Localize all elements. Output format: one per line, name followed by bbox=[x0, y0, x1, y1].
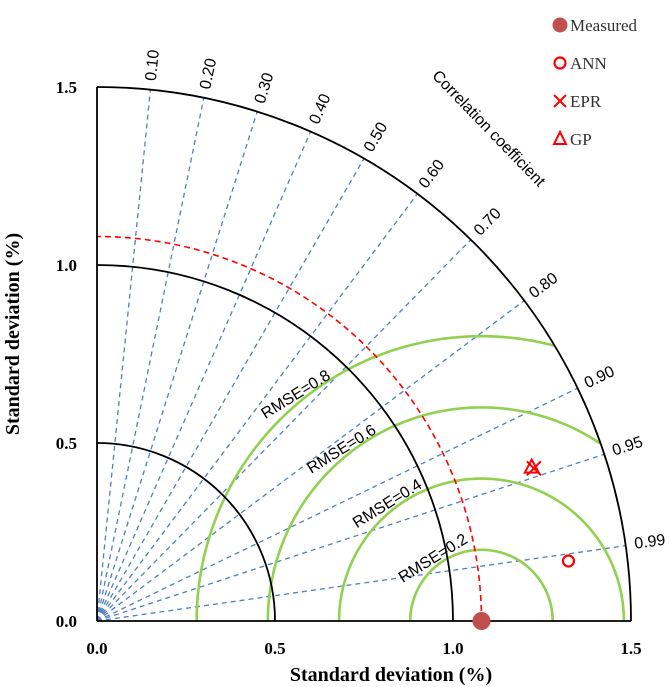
std-arc bbox=[96, 86, 632, 622]
x-tick-label: 1.0 bbox=[442, 639, 463, 658]
legend-label: EPR bbox=[570, 92, 602, 111]
correlation-line bbox=[96, 387, 578, 622]
correlation-tick-label: 0.80 bbox=[526, 270, 561, 302]
correlation-line bbox=[96, 453, 605, 622]
correlation-line bbox=[96, 97, 205, 622]
point-measured bbox=[472, 612, 491, 630]
correlation-lines bbox=[96, 89, 626, 622]
std-arc bbox=[96, 442, 276, 622]
x-axis-title: Standard deviation (%) bbox=[290, 664, 492, 686]
correlation-line bbox=[96, 193, 418, 622]
legend-label: Measured bbox=[570, 16, 638, 35]
correlation-tick-label: 0.90 bbox=[582, 363, 618, 392]
rmse-contour bbox=[408, 548, 555, 621]
correlation-line bbox=[96, 131, 312, 622]
rmse-contour bbox=[337, 477, 626, 621]
correlation-line bbox=[96, 111, 258, 622]
reference-arc-group bbox=[96, 235, 483, 622]
data-points bbox=[472, 457, 576, 630]
legend-marker-measured bbox=[552, 17, 568, 33]
y-tick-label: 1.0 bbox=[56, 256, 77, 275]
correlation-tick-label: 0.30 bbox=[252, 71, 278, 106]
correlation-tick-label: 0.50 bbox=[361, 119, 391, 155]
axes: 0.0 0.5 1.0 1.5 0.0 0.5 1.0 1.5 bbox=[56, 78, 642, 658]
correlation-tick-label: 0.60 bbox=[416, 157, 448, 192]
correlation-labels: 0.10 0.20 0.30 0.40 0.50 0.60 0.70 0.80 0.90 0.95… bbox=[143, 49, 667, 553]
rmse-label: RMSE=0.2 bbox=[396, 531, 471, 587]
std-arcs bbox=[96, 86, 632, 622]
legend-marker-epr bbox=[553, 94, 567, 108]
correlation-tick-label: 0.70 bbox=[471, 205, 505, 239]
correlation-tick-label: 0.10 bbox=[143, 49, 163, 82]
rmse-contour bbox=[195, 334, 555, 621]
y-tick-label: 0.0 bbox=[56, 612, 77, 631]
legend-marker-gp bbox=[552, 129, 568, 145]
y-axis-title: Standard deviation (%) bbox=[2, 233, 24, 435]
legend: Measured ANN EPR GP bbox=[552, 16, 638, 149]
legend-marker-ann bbox=[553, 56, 567, 70]
rmse-label: RMSE=0.6 bbox=[304, 422, 379, 478]
x-tick-label: 1.5 bbox=[620, 639, 641, 658]
correlation-title: Correlation coefficient bbox=[428, 67, 548, 190]
correlation-line bbox=[96, 89, 152, 622]
reference-arc bbox=[96, 235, 483, 622]
legend-label: GP bbox=[570, 130, 592, 149]
correlation-line bbox=[96, 300, 525, 622]
point-gp bbox=[523, 457, 541, 474]
x-tick-label: 0.5 bbox=[264, 639, 285, 658]
rmse-contours bbox=[195, 334, 626, 621]
correlation-tick-label: 0.95 bbox=[610, 434, 645, 460]
x-tick-label: 0.0 bbox=[86, 639, 107, 658]
correlation-line bbox=[96, 545, 626, 622]
rmse-contour bbox=[266, 406, 601, 621]
y-tick-label: 1.5 bbox=[56, 78, 77, 97]
correlation-line bbox=[96, 158, 365, 622]
legend-label: ANN bbox=[570, 54, 607, 73]
rmse-label: RMSE=0.8 bbox=[259, 367, 334, 423]
std-arc bbox=[96, 264, 454, 622]
correlation-line bbox=[96, 239, 472, 622]
y-tick-label: 0.5 bbox=[56, 434, 77, 453]
rmse-label: RMSE=0.4 bbox=[350, 476, 425, 532]
correlation-tick-label: 0.40 bbox=[306, 91, 334, 126]
correlation-tick-label: 0.20 bbox=[197, 57, 220, 91]
point-ann bbox=[561, 554, 576, 568]
correlation-tick-label: 0.99 bbox=[633, 532, 666, 553]
